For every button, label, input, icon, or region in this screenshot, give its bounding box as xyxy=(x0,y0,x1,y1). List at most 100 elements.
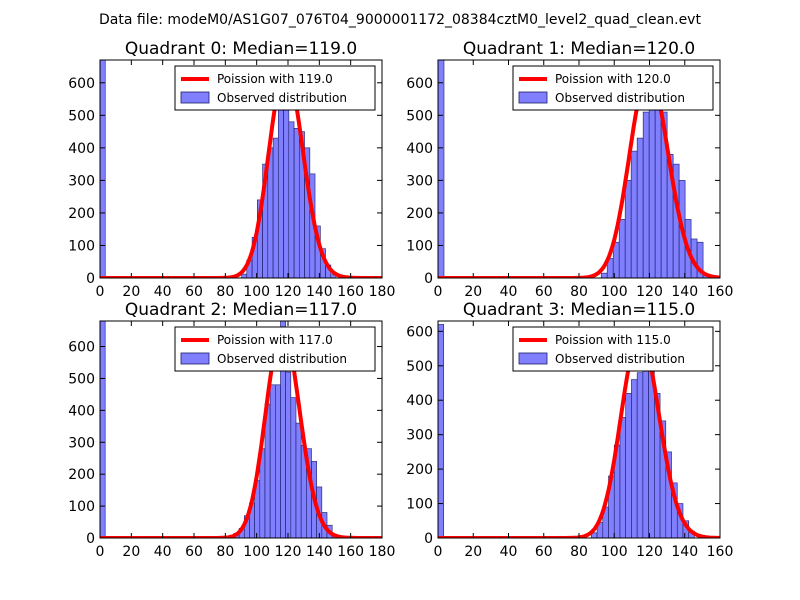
y-tick-label: 100 xyxy=(68,238,95,254)
legend-hist-swatch xyxy=(518,352,548,365)
y-tick-label: 200 xyxy=(406,462,433,478)
histogram-bar xyxy=(618,219,626,279)
x-tick-label: 140 xyxy=(671,284,698,300)
legend-line-label: Poission with 119.0 xyxy=(217,72,333,86)
panel-title: Quadrant 0: Median=119.0 xyxy=(125,39,357,59)
y-tick-label: 500 xyxy=(406,108,433,124)
y-axis: 0 100 200 300 400 500 600 xyxy=(406,324,720,547)
x-tick-label: 60 xyxy=(185,544,203,560)
x-tick-label: 0 xyxy=(96,544,105,560)
x-tick-label: 20 xyxy=(464,284,482,300)
y-tick-label: 600 xyxy=(406,76,433,92)
y-tick-label: 400 xyxy=(406,393,433,409)
y-tick-label: 0 xyxy=(86,531,95,547)
x-tick-label: 80 xyxy=(216,284,234,300)
x-tick-label: 0 xyxy=(96,284,105,300)
panel-title: Quadrant 2: Median=117.0 xyxy=(125,300,357,320)
legend-line-label: Poission with 120.0 xyxy=(555,72,671,86)
legend: Poission with 117.0 Observed distribution xyxy=(174,326,376,372)
y-tick-label: 200 xyxy=(68,206,95,222)
legend-hist-label: Observed distribution xyxy=(555,352,685,366)
histogram-bar xyxy=(648,101,656,279)
x-tick-label: 140 xyxy=(306,284,333,300)
histogram-bar xyxy=(631,379,638,539)
legend: Poission with 120.0 Observed distribution xyxy=(512,65,714,111)
x-tick-label: 40 xyxy=(154,544,172,560)
legend-hist-swatch xyxy=(180,91,210,104)
histogram-bar xyxy=(636,137,644,279)
y-axis: 0 100 200 300 400 500 600 xyxy=(68,340,382,547)
y-tick-label: 600 xyxy=(68,340,95,356)
histogram-bar xyxy=(636,372,644,539)
x-tick-label: 80 xyxy=(216,544,234,560)
x-tick-label: 40 xyxy=(500,544,518,560)
x-tick-label: 100 xyxy=(243,284,270,300)
y-tick-label: 0 xyxy=(86,271,95,287)
x-tick-label: 40 xyxy=(500,284,518,300)
histogram-bar xyxy=(290,397,297,539)
x-tick-label: 100 xyxy=(601,544,628,560)
histogram-bar xyxy=(285,371,292,539)
x-tick-label: 100 xyxy=(243,544,270,560)
poisson-curve xyxy=(100,67,382,278)
histogram-bar xyxy=(630,150,638,279)
y-tick-label: 600 xyxy=(68,76,95,92)
x-tick-label: 20 xyxy=(122,284,140,300)
legend-line-label: Poission with 117.0 xyxy=(217,333,333,347)
y-axis: 0 100 200 300 400 500 600 xyxy=(68,76,382,287)
x-axis: 0 20 40 60 80 100 120 140 160 180 xyxy=(96,321,396,560)
y-tick-label: 300 xyxy=(68,435,95,451)
legend-hist-label: Observed distribution xyxy=(217,91,347,105)
y-tick-label: 400 xyxy=(406,141,433,157)
histogram-bar xyxy=(272,137,279,279)
y-tick-label: 500 xyxy=(68,108,95,124)
panel-title: Quadrant 1: Median=120.0 xyxy=(463,39,695,59)
histogram-bar xyxy=(642,351,649,539)
x-tick-label: 160 xyxy=(707,284,734,300)
x-tick-label: 120 xyxy=(275,544,302,560)
x-tick-label: 80 xyxy=(570,284,588,300)
x-tick-label: 120 xyxy=(275,284,302,300)
legend: Poission with 115.0 Observed distribution xyxy=(512,326,714,372)
histogram-bar xyxy=(288,121,295,279)
histogram xyxy=(99,320,338,539)
legend-hist-label: Observed distribution xyxy=(555,91,685,105)
legend-hist-swatch xyxy=(180,352,210,365)
y-tick-label: 500 xyxy=(406,359,433,375)
axes-frame xyxy=(99,320,383,539)
y-tick-label: 500 xyxy=(68,371,95,387)
histogram-bar xyxy=(600,272,608,279)
histogram-bar xyxy=(99,320,106,539)
poisson-curve xyxy=(100,327,382,538)
figure-suptitle: Data file: modeM0/AS1G07_076T04_90000011… xyxy=(99,12,701,28)
x-tick-label: 180 xyxy=(369,544,396,560)
legend-hist-label: Observed distribution xyxy=(217,352,347,366)
x-tick-label: 80 xyxy=(570,544,588,560)
panel-quadrant-1: 0 20 40 60 80 100 120 140 160 0 100 200 300 400 500 600… xyxy=(406,39,733,300)
histogram-bar xyxy=(624,180,632,279)
histogram-bar xyxy=(277,101,284,279)
histogram-bar xyxy=(293,128,300,279)
legend-line-label: Poission with 115.0 xyxy=(555,333,671,347)
legend: Poission with 119.0 Observed distribution xyxy=(174,65,376,111)
y-tick-label: 200 xyxy=(406,206,433,222)
x-tick-label: 120 xyxy=(636,284,663,300)
x-axis: 0 20 40 60 80 100 120 140 160 xyxy=(434,321,733,560)
y-tick-label: 0 xyxy=(424,531,433,547)
histogram xyxy=(437,324,695,539)
subplot-grid: 0 20 40 60 80 100 120 140 160 1800100200300400500… xyxy=(68,39,733,560)
panel-title: Quadrant 3: Median=115.0 xyxy=(463,300,695,320)
y-tick-label: 100 xyxy=(68,499,95,515)
y-tick-label: 100 xyxy=(406,238,433,254)
x-tick-label: 0 xyxy=(434,544,443,560)
histogram-bar xyxy=(625,393,632,539)
histogram-bar xyxy=(642,111,650,279)
x-tick-label: 60 xyxy=(185,284,203,300)
x-tick-label: 140 xyxy=(306,544,333,560)
histogram xyxy=(99,59,337,279)
y-tick-label: 100 xyxy=(406,497,433,513)
y-tick-label: 300 xyxy=(406,173,433,189)
x-tick-label: 180 xyxy=(369,284,396,300)
histogram-bar xyxy=(295,422,302,539)
x-axis: 0 20 40 60 80 100 120 140 160 180 xyxy=(96,60,396,300)
